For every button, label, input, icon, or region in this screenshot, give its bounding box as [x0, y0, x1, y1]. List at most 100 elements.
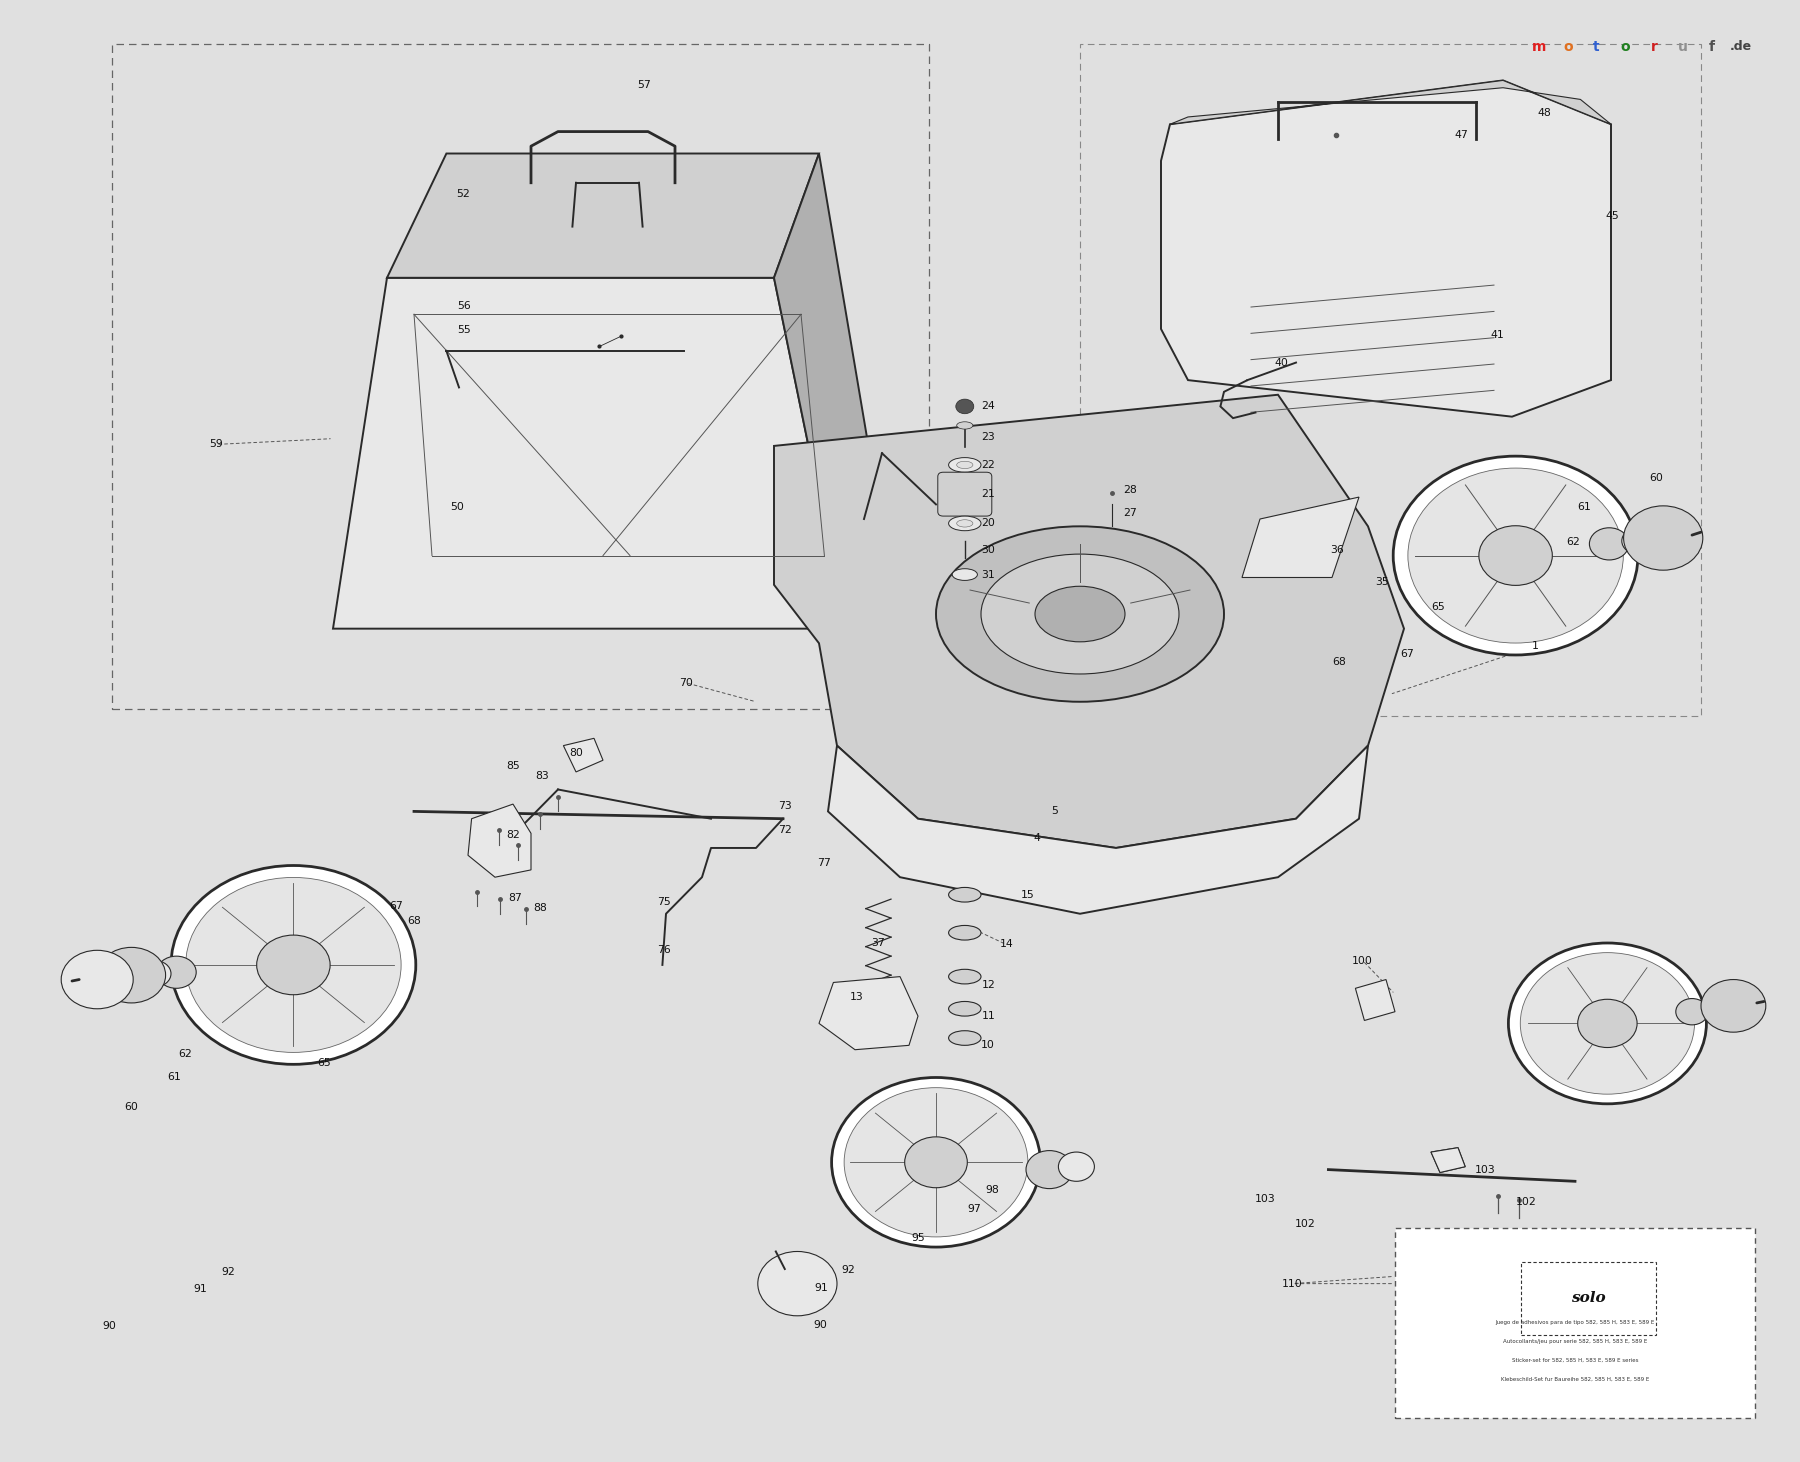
Polygon shape	[1242, 497, 1359, 577]
Text: 13: 13	[850, 993, 864, 1001]
Text: 67: 67	[1400, 649, 1415, 658]
Text: 80: 80	[569, 749, 583, 757]
Text: Klebeschild-Set fur Baureihe 582, 585 H, 583 E, 589 E: Klebeschild-Set fur Baureihe 582, 585 H,…	[1501, 1377, 1649, 1382]
Ellipse shape	[949, 1031, 981, 1045]
Text: 60: 60	[1649, 474, 1663, 482]
Polygon shape	[774, 154, 882, 629]
Text: 68: 68	[407, 917, 421, 925]
Circle shape	[1622, 528, 1654, 554]
Circle shape	[1676, 999, 1708, 1025]
Bar	[1521, 1262, 1656, 1335]
Circle shape	[758, 1251, 837, 1316]
Text: f: f	[1708, 39, 1715, 54]
Ellipse shape	[952, 569, 977, 580]
Text: 85: 85	[506, 762, 520, 770]
Text: 68: 68	[1332, 658, 1346, 667]
Text: 21: 21	[981, 490, 995, 499]
Text: 37: 37	[871, 939, 886, 947]
Text: 50: 50	[450, 503, 464, 512]
Text: 98: 98	[985, 1186, 999, 1194]
Text: 41: 41	[1490, 330, 1505, 339]
Circle shape	[844, 1088, 1028, 1237]
Circle shape	[1521, 953, 1694, 1094]
Text: 28: 28	[1123, 485, 1138, 494]
Text: 5: 5	[1051, 807, 1058, 816]
Circle shape	[1589, 528, 1629, 560]
Text: 92: 92	[221, 1268, 236, 1276]
Text: 52: 52	[455, 190, 470, 199]
Text: 57: 57	[637, 80, 652, 89]
Text: 60: 60	[124, 1102, 139, 1111]
Text: 103: 103	[1474, 1165, 1496, 1174]
Text: 15: 15	[1021, 890, 1035, 899]
Text: 97: 97	[967, 1205, 981, 1213]
Text: Sticker-set for 582, 585 H, 583 E, 589 E series: Sticker-set for 582, 585 H, 583 E, 589 E…	[1512, 1358, 1638, 1363]
Circle shape	[1393, 456, 1638, 655]
Circle shape	[61, 950, 133, 1009]
Text: 35: 35	[1375, 577, 1390, 586]
Circle shape	[1408, 468, 1624, 643]
Ellipse shape	[949, 458, 981, 472]
Polygon shape	[1355, 980, 1395, 1020]
Circle shape	[1026, 1151, 1073, 1189]
Text: o: o	[1562, 39, 1573, 54]
Text: 102: 102	[1516, 1197, 1537, 1206]
Text: 22: 22	[981, 461, 995, 469]
Text: 91: 91	[193, 1285, 207, 1294]
Text: 59: 59	[209, 440, 223, 449]
Text: 23: 23	[981, 433, 995, 442]
Text: 67: 67	[389, 902, 403, 911]
Text: 88: 88	[533, 904, 547, 912]
Text: 10: 10	[981, 1041, 995, 1050]
Text: 40: 40	[1274, 358, 1289, 367]
Text: 45: 45	[1606, 212, 1620, 221]
Text: 4: 4	[1033, 833, 1040, 842]
Circle shape	[905, 1137, 967, 1187]
Text: 61: 61	[1577, 503, 1591, 512]
Text: 36: 36	[1330, 545, 1345, 554]
Polygon shape	[563, 738, 603, 772]
Text: 12: 12	[981, 981, 995, 990]
Text: 91: 91	[814, 1284, 828, 1292]
Text: 62: 62	[1566, 538, 1580, 547]
Text: 87: 87	[508, 893, 522, 902]
Bar	[112, 44, 929, 709]
Ellipse shape	[949, 925, 981, 940]
Text: 72: 72	[778, 826, 792, 835]
Text: 110: 110	[1282, 1279, 1303, 1288]
Circle shape	[1508, 943, 1706, 1104]
Polygon shape	[1431, 1148, 1465, 1173]
FancyBboxPatch shape	[938, 472, 992, 516]
Ellipse shape	[1035, 586, 1125, 642]
Text: 48: 48	[1537, 108, 1552, 117]
Circle shape	[832, 1077, 1040, 1247]
Polygon shape	[468, 804, 531, 877]
Bar	[1080, 44, 1701, 716]
Circle shape	[157, 956, 196, 988]
Bar	[1395, 1228, 1755, 1418]
Text: 30: 30	[981, 545, 995, 554]
Polygon shape	[333, 278, 846, 629]
Polygon shape	[774, 395, 1404, 848]
Text: Juego de adhesivos para de tipo 582, 585 H, 583 E, 589 E: Juego de adhesivos para de tipo 582, 585…	[1496, 1320, 1654, 1325]
Text: 65: 65	[1431, 602, 1445, 611]
Circle shape	[1703, 999, 1728, 1019]
Text: 77: 77	[817, 858, 832, 867]
Polygon shape	[1170, 80, 1611, 124]
Text: 55: 55	[457, 326, 472, 335]
Text: 24: 24	[981, 402, 995, 411]
Text: 47: 47	[1454, 130, 1469, 139]
Text: 103: 103	[1255, 1194, 1276, 1203]
Text: 90: 90	[814, 1320, 828, 1329]
Text: 70: 70	[679, 678, 693, 687]
Text: t: t	[1593, 39, 1600, 54]
Circle shape	[1480, 526, 1552, 585]
Polygon shape	[819, 977, 918, 1050]
Text: 56: 56	[457, 301, 472, 310]
Ellipse shape	[958, 520, 974, 526]
Text: 11: 11	[981, 1012, 995, 1020]
Text: 65: 65	[317, 1058, 331, 1067]
Circle shape	[1577, 1000, 1638, 1047]
Ellipse shape	[949, 887, 981, 902]
Ellipse shape	[958, 462, 974, 468]
